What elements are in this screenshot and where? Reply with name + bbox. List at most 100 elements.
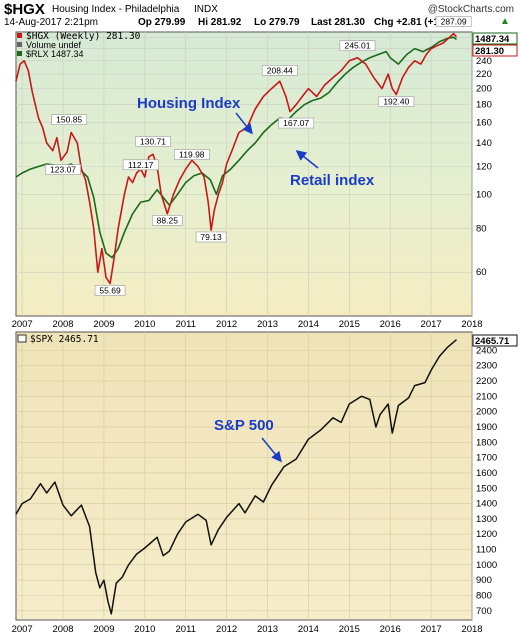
housing-legend: $HGX (Weekly) 281.30 Volume undef $RLX 1… <box>17 31 141 59</box>
watermark: @StockCharts.com <box>427 4 514 15</box>
x-tick-label-2010: 2010 <box>134 624 155 635</box>
housing-panel-x-ticks: 2007 2008 2009 2010 2011 2012 2013 2014 2015 2016… <box>12 319 483 330</box>
price-callout-287-09: 287.09 <box>441 17 467 27</box>
y-tick-label-1300: 1300 <box>476 514 497 525</box>
housing-panel-price-annotations: 150.85 123.07 55.69 112.17 130.71 88.25 119.98… <box>45 16 472 296</box>
legend-swatch-rlx <box>17 51 22 56</box>
symbol-title: $HGX <box>4 1 45 18</box>
price-callout-box <box>122 159 159 171</box>
y-tick-label-220: 220 <box>476 69 492 80</box>
price-callout-130-71: 130.71 <box>140 136 166 146</box>
series-line-spx-2465-71 <box>15 339 457 615</box>
x-tick-label-2015: 2015 <box>339 319 360 330</box>
price-callout-79-13: 79.13 <box>200 232 222 242</box>
y-tick-label-80: 80 <box>476 223 487 234</box>
x-tick-label-2013: 2013 <box>257 624 278 635</box>
x-tick-label-2016: 2016 <box>380 624 401 635</box>
y-tick-label-1400: 1400 <box>476 499 497 510</box>
x-tick-label-2014: 2014 <box>298 624 319 635</box>
price-callout-150-85: 150.85 <box>56 115 82 125</box>
spx-panel: 700 800 900 1000 1100 1200 1300 1400 1500 1600 170… <box>15 331 497 621</box>
price-callout-88-25: 88.25 <box>157 215 179 225</box>
x-tick-label-2012: 2012 <box>216 319 237 330</box>
price-callout-55-69: 55.69 <box>99 286 121 296</box>
x-tick-label-2011: 2011 <box>176 624 196 635</box>
housing-panel-series <box>15 32 458 285</box>
spx-last-value: 2465.71 <box>475 336 510 347</box>
price-callout-box <box>378 96 415 107</box>
y-tick-label-2200: 2200 <box>476 376 497 387</box>
price-callout-192-40: 192.40 <box>383 97 409 107</box>
housing-arrow <box>235 112 253 135</box>
price-callout-box <box>51 114 88 125</box>
y-tick-label-120: 120 <box>476 161 492 172</box>
y-tick-label-240: 240 <box>476 56 492 67</box>
x-tick-label-2008: 2008 <box>52 624 73 635</box>
y-tick-label-700: 700 <box>476 606 492 617</box>
price-callout-245-01: 245.01 <box>344 41 370 51</box>
x-tick-label-2008: 2008 <box>52 319 73 330</box>
y-tick-label-1900: 1900 <box>476 422 497 433</box>
y-tick-label-200: 200 <box>476 84 492 95</box>
price-callout-box <box>278 117 315 129</box>
spx-arrow <box>261 437 282 463</box>
y-tick-label-2000: 2000 <box>476 407 497 418</box>
legend-entry-spx: $SPX 2465.71 <box>30 334 99 345</box>
price-callout-box <box>152 215 183 226</box>
x-tick-label-2011: 2011 <box>176 319 196 330</box>
spx-panel-x-ticks: 2007 2008 2009 2010 2011 2012 2013 2014 2015 2016… <box>12 624 483 635</box>
x-tick-label-2009: 2009 <box>93 319 114 330</box>
x-tick-label-2013: 2013 <box>257 319 278 330</box>
price-callout-box <box>261 65 298 76</box>
spx-panel-grid <box>16 332 473 620</box>
index-name: Housing Index - Philadelphia <box>52 4 180 15</box>
price-callout-box <box>195 231 227 243</box>
y-tick-label-1200: 1200 <box>476 529 497 540</box>
rlx-last-tag <box>472 32 518 45</box>
y-tick-label-1700: 1700 <box>476 453 497 464</box>
x-tick-label-2018: 2018 <box>461 624 482 635</box>
y-tick-label-60: 60 <box>476 267 487 278</box>
y-tick-label-1100: 1100 <box>476 545 496 556</box>
retail-arrow <box>295 150 319 169</box>
y-tick-label-1500: 1500 <box>476 483 497 494</box>
y-tick-label-1000: 1000 <box>476 560 497 571</box>
series-line-rlx-1487-34 <box>15 36 457 259</box>
spx-last-tag <box>472 334 518 347</box>
housing-panel-y-ticks: 6080100120140160180200220240260280 <box>476 32 492 278</box>
spx-panel-y-ticks: 700 800 900 1000 1100 1200 1300 1400 1500 1600 170… <box>476 345 497 616</box>
x-tick-label-2012: 2012 <box>216 624 237 635</box>
y-tick-label-140: 140 <box>476 138 492 149</box>
y-tick-label-2300: 2300 <box>476 361 497 372</box>
price-callout-box <box>45 164 81 175</box>
x-tick-label-2007: 2007 <box>12 624 33 635</box>
price-callout-208-44: 208.44 <box>267 65 293 75</box>
price-callout-box <box>435 16 472 27</box>
price-callout-123-07: 123.07 <box>50 165 76 175</box>
price-callout-112-17: 112.17 <box>128 160 154 170</box>
price-callout-119-98: 119.98 <box>179 150 205 160</box>
spx-legend: $SPX 2465.71 <box>17 334 99 345</box>
retail-index-annotation: Retail index <box>290 172 375 189</box>
x-tick-label-2009: 2009 <box>93 624 114 635</box>
open-label: Op 279.99 <box>138 17 186 28</box>
x-tick-label-2015: 2015 <box>339 624 360 635</box>
chart-header: $HGX Housing Index - Philadelphia INDX @… <box>0 0 520 30</box>
price-callout-box <box>94 285 126 296</box>
x-tick-label-2010: 2010 <box>134 319 155 330</box>
price-callout-box <box>339 40 376 51</box>
change-label: Chg +2.81 (+1.01%) <box>374 17 466 28</box>
x-tick-label-2017: 2017 <box>421 319 442 330</box>
series-line-hgx-weekly-281-30 <box>15 32 458 285</box>
x-tick-label-2007: 2007 <box>12 319 33 330</box>
legend-swatch-spx <box>17 334 27 343</box>
x-tick-label-2014: 2014 <box>298 319 319 330</box>
legend-entry-hgx: $HGX (Weekly) 281.30 <box>26 31 141 42</box>
date-label: 14-Aug-2017 2:21pm <box>4 17 98 28</box>
y-tick-label-160: 160 <box>476 118 492 129</box>
spx-annotation: S&P 500 <box>214 417 274 434</box>
y-tick-label-100: 100 <box>476 189 492 200</box>
x-tick-label-2017: 2017 <box>421 624 442 635</box>
y-tick-label-1800: 1800 <box>476 437 497 448</box>
